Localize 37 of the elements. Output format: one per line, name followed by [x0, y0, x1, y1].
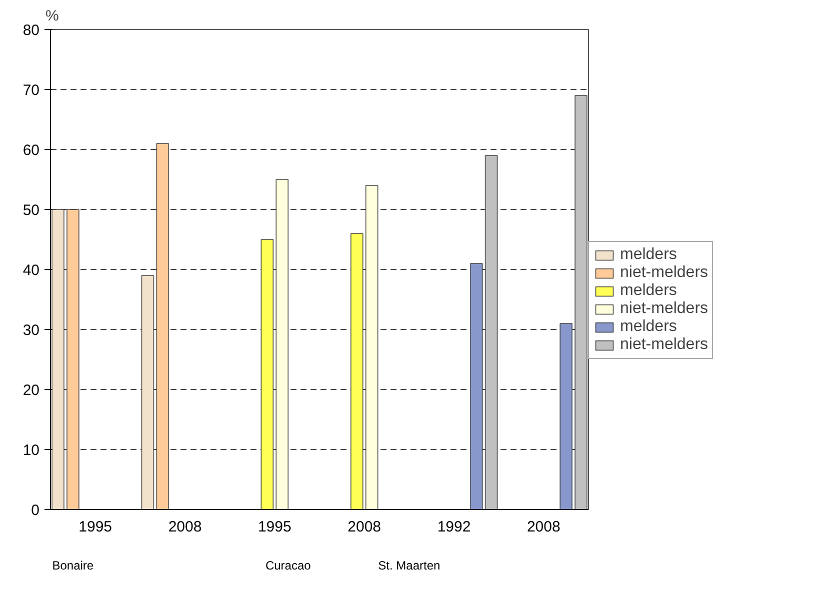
y-tick-label: 60: [22, 142, 40, 159]
y-tick-label: 0: [31, 502, 40, 519]
bar: [156, 143, 170, 510]
legend-label: niet-melders: [620, 300, 708, 318]
legend-label: melders: [620, 318, 677, 336]
bar: [276, 179, 289, 510]
bar: [560, 323, 573, 510]
y-tick-label: 80: [22, 22, 40, 39]
bar: [470, 263, 483, 510]
bar: [141, 275, 154, 510]
text: Bonaire: [52, 558, 94, 572]
y-tick-label: 40: [22, 262, 40, 279]
bar: [350, 233, 364, 510]
legend-label: niet-melders: [620, 336, 708, 354]
x-tick-label: 1992: [437, 518, 471, 536]
x-tick-label: 2008: [526, 518, 560, 536]
y-axis-title: %: [46, 8, 59, 24]
bar: [365, 185, 378, 510]
bar: [574, 95, 588, 510]
legend-label: niet-melders: [620, 264, 708, 282]
y-tick-label: 50: [22, 202, 40, 219]
bar: [260, 239, 274, 510]
x-tick-label: 2008: [168, 518, 202, 536]
y-tick-label: 30: [22, 322, 40, 339]
legend-label: melders: [620, 246, 677, 264]
text: Curacao: [265, 558, 312, 572]
x-tick-label: 1995: [258, 518, 292, 536]
x-tick-label: 1995: [78, 518, 112, 536]
text: St. Maarten: [378, 558, 440, 572]
bar: [66, 209, 80, 510]
legend-label: melders: [620, 282, 677, 300]
x-tick-label: 2008: [348, 518, 382, 536]
bar: [51, 209, 64, 510]
y-tick-label: 20: [22, 382, 40, 399]
y-tick-label: 10: [22, 442, 40, 459]
bar: [484, 155, 498, 510]
y-tick-label: 70: [22, 82, 40, 99]
